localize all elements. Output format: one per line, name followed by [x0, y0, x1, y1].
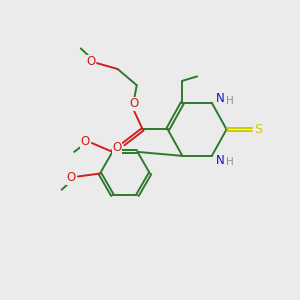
Text: S: S	[254, 123, 262, 136]
Text: O: O	[112, 141, 122, 154]
Text: H: H	[226, 158, 233, 167]
Text: N: N	[216, 154, 224, 167]
Text: O: O	[86, 55, 95, 68]
Text: H: H	[226, 95, 233, 106]
Text: O: O	[67, 172, 76, 184]
Text: O: O	[129, 97, 138, 110]
Text: N: N	[216, 92, 224, 105]
Text: O: O	[81, 135, 90, 148]
